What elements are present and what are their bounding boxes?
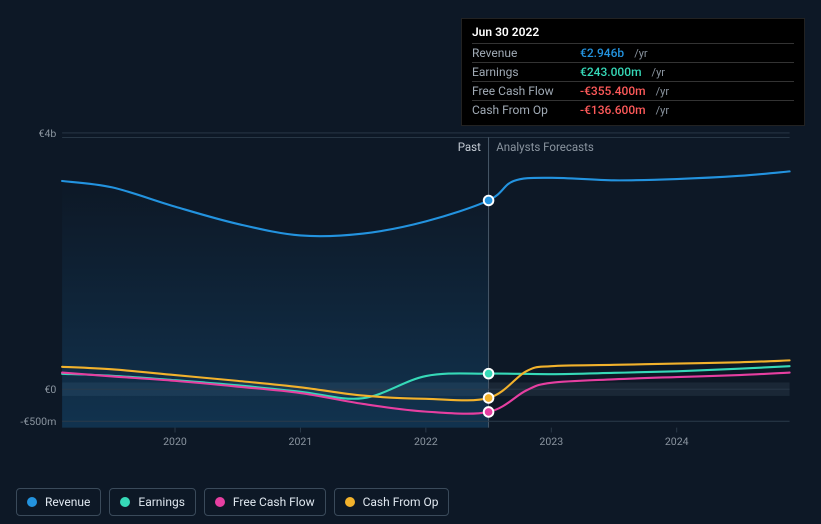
hover-marker-earnings: [485, 370, 493, 378]
hover-marker-cfo: [485, 394, 493, 402]
x-tick-label: 2022: [414, 435, 438, 448]
tooltip-row: Earnings €243.000m/yr: [472, 62, 794, 81]
split-label-past: Past: [458, 140, 481, 154]
tooltip-row-value: -€355.400m: [580, 84, 646, 98]
legend-item-earnings[interactable]: Earnings: [109, 488, 196, 516]
x-tick-label: 2021: [289, 435, 313, 448]
tooltip-row-value: -€136.600m: [580, 103, 646, 117]
legend: Revenue Earnings Free Cash Flow Cash From O…: [16, 488, 449, 516]
legend-item-revenue[interactable]: Revenue: [16, 488, 101, 516]
y-tick-label: -€500m: [20, 415, 56, 428]
legend-swatch: [120, 497, 130, 507]
x-tick-label: 2020: [163, 435, 187, 448]
tooltip-row-unit: /yr: [634, 47, 647, 60]
hover-marker-revenue: [485, 197, 493, 205]
legend-swatch: [215, 497, 225, 507]
legend-item-fcf[interactable]: Free Cash Flow: [204, 488, 326, 516]
x-tick-label: 2023: [539, 435, 563, 448]
legend-label: Free Cash Flow: [233, 495, 315, 509]
y-tick-label: €4b: [39, 127, 57, 140]
hover-tooltip: Jun 30 2022 Revenue €2.946b/yr Earnings €24…: [461, 18, 805, 126]
tooltip-row: Revenue €2.946b/yr: [472, 43, 794, 62]
legend-swatch: [27, 497, 37, 507]
hover-marker-fcf: [485, 408, 493, 416]
y-tick-label: €0: [44, 383, 56, 396]
legend-label: Earnings: [138, 495, 185, 509]
tooltip-row-label: Revenue: [472, 46, 572, 60]
tooltip-row-label: Cash From Op: [472, 103, 572, 117]
legend-label: Revenue: [45, 495, 90, 509]
tooltip-row-unit: /yr: [656, 104, 669, 117]
split-label-forecast: Analysts Forecasts: [496, 140, 594, 154]
tooltip-row-unit: /yr: [652, 66, 665, 79]
tooltip-row-label: Free Cash Flow: [472, 84, 572, 98]
tooltip-row-value: €2.946b: [580, 46, 624, 60]
tooltip-row-value: €243.000m: [580, 65, 642, 79]
legend-item-cfo[interactable]: Cash From Op: [334, 488, 450, 516]
legend-label: Cash From Op: [363, 495, 439, 509]
legend-swatch: [345, 497, 355, 507]
x-tick-label: 2024: [665, 435, 689, 448]
tooltip-row-label: Earnings: [472, 65, 572, 79]
tooltip-date: Jun 30 2022: [472, 25, 794, 39]
tooltip-row-unit: /yr: [656, 85, 669, 98]
tooltip-row: Free Cash Flow -€355.400m/yr: [472, 81, 794, 100]
tooltip-row: Cash From Op -€136.600m/yr: [472, 100, 794, 119]
